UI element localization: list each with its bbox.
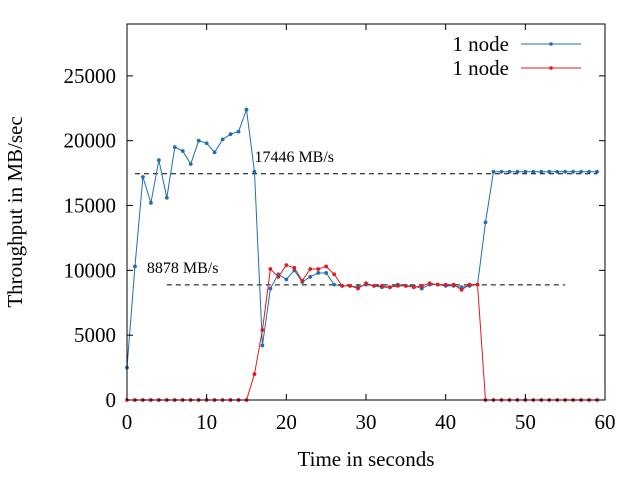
data-point <box>260 328 265 332</box>
x-axis-title: Time in seconds <box>298 447 435 471</box>
x-tick-label: 0 <box>122 410 133 434</box>
series-0 <box>125 107 599 370</box>
data-point <box>563 169 568 174</box>
data-point <box>149 201 153 205</box>
x-tick-label: 10 <box>196 410 217 434</box>
data-point <box>332 282 337 287</box>
data-point <box>252 169 257 174</box>
data-point <box>156 158 161 163</box>
data-point <box>268 267 273 271</box>
legend-marker-blue <box>549 42 553 46</box>
data-point <box>443 282 448 287</box>
data-point <box>316 267 321 271</box>
data-point <box>499 169 504 174</box>
series-line-0 <box>126 109 598 368</box>
ticks-layer: 0 10 20 30 40 50 60 0 5000 10000 15000 20000 25000 <box>64 24 616 434</box>
data-point <box>555 169 560 174</box>
data-point <box>523 169 528 174</box>
data-point <box>483 220 488 225</box>
data-point <box>427 281 432 286</box>
data-point <box>172 145 177 150</box>
data-point <box>164 195 169 200</box>
data-point <box>308 267 313 271</box>
data-point <box>340 284 344 288</box>
reference-label-0: 17446 MB/s <box>254 149 334 166</box>
data-point <box>180 149 185 153</box>
data-point <box>388 285 392 290</box>
data-point <box>419 284 424 288</box>
legend-marker-red <box>549 66 553 70</box>
data-point <box>308 274 313 279</box>
data-point <box>324 271 329 275</box>
plot-frame <box>126 23 606 401</box>
data-point <box>276 274 281 279</box>
data-point <box>515 169 520 174</box>
data-point <box>284 263 289 268</box>
data-point <box>356 286 360 291</box>
legend-label-red: 1 node <box>452 56 509 80</box>
data-point <box>188 162 193 166</box>
x-tick-label: 50 <box>515 410 536 434</box>
data-point <box>467 282 472 287</box>
x-tick-label: 30 <box>356 410 377 434</box>
series-1 <box>125 263 599 402</box>
data-point <box>260 343 265 348</box>
data-point <box>300 278 305 283</box>
data-point <box>133 264 137 269</box>
data-point <box>587 169 591 174</box>
data-point <box>451 282 456 287</box>
data-point <box>491 169 496 174</box>
legend-label-blue: 1 node <box>452 32 509 56</box>
data-point <box>252 372 257 376</box>
x-tick-label: 40 <box>435 410 456 434</box>
data-point <box>395 284 400 288</box>
y-tick-label: 25000 <box>64 64 117 88</box>
data-point <box>571 169 576 174</box>
data-point <box>507 169 512 174</box>
y-tick-label: 15000 <box>64 194 117 218</box>
data-point <box>403 284 408 288</box>
x-tick-label: 60 <box>595 410 616 434</box>
data-point <box>364 281 368 286</box>
data-point <box>372 284 376 288</box>
data-point <box>459 287 464 292</box>
legend: 1 node 1 node <box>452 32 581 80</box>
y-axis-title: Throughput in MB/sec <box>3 116 27 307</box>
data-point <box>292 265 297 270</box>
data-point <box>324 264 329 269</box>
data-point <box>244 107 249 112</box>
annotations-layer: 17446 MB/s 8878 MB/s <box>134 149 598 286</box>
data-point <box>539 169 544 174</box>
y-tick-label: 20000 <box>64 129 117 153</box>
data-point <box>228 132 233 137</box>
data-point <box>348 284 352 288</box>
y-tick-label: 10000 <box>64 258 117 282</box>
series-layer <box>125 107 599 402</box>
data-point <box>579 169 583 174</box>
data-point <box>196 138 201 143</box>
data-point <box>236 129 241 134</box>
data-point <box>531 169 536 174</box>
data-point <box>380 284 384 288</box>
data-point <box>316 271 321 275</box>
data-point <box>220 137 225 142</box>
data-point <box>204 141 209 146</box>
data-point <box>547 169 552 174</box>
x-tick-label: 20 <box>276 410 297 434</box>
y-tick-label: 5000 <box>74 323 116 347</box>
data-point <box>212 150 217 155</box>
data-point <box>475 282 480 287</box>
y-tick-label: 0 <box>106 388 117 412</box>
reference-label-1: 8878 MB/s <box>147 260 219 277</box>
data-point <box>435 282 440 287</box>
data-point <box>595 169 599 174</box>
data-point <box>284 277 289 282</box>
data-point <box>268 286 273 291</box>
data-point <box>141 175 145 179</box>
data-point <box>411 285 416 290</box>
data-point <box>332 272 337 277</box>
